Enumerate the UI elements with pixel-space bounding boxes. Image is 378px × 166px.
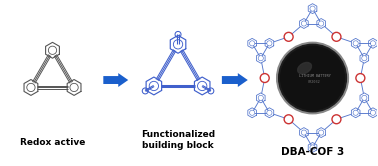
Circle shape [277,42,349,114]
FancyArrow shape [222,73,248,87]
Text: CR2032: CR2032 [308,80,321,84]
Text: Functionalized
building block: Functionalized building block [141,130,215,150]
Circle shape [280,46,344,110]
Ellipse shape [297,62,311,74]
Text: DBA-COF 3: DBA-COF 3 [281,147,344,158]
Text: Redox active: Redox active [20,138,85,147]
Circle shape [279,44,346,112]
FancyArrow shape [103,73,128,87]
Text: LITHIUM BATTERY: LITHIUM BATTERY [299,74,330,78]
